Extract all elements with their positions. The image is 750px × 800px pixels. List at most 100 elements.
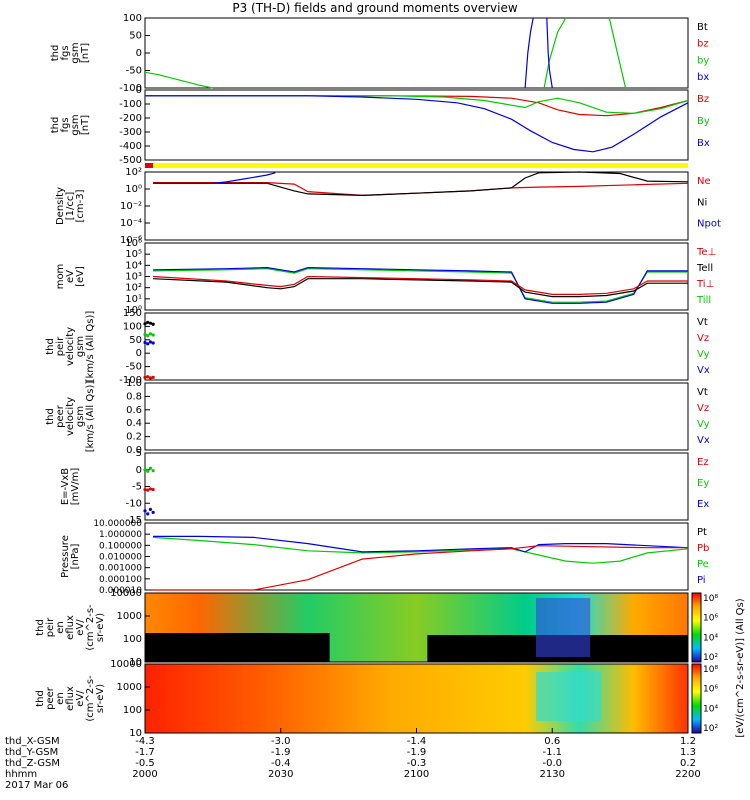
ylabel-line: thd <box>35 690 46 707</box>
xaxis-value: -1.9 <box>407 747 427 758</box>
series-Te⊥ <box>153 275 688 295</box>
ylabel-line: peir <box>55 336 66 356</box>
tick-label: 10000 <box>110 588 142 599</box>
data-point <box>143 468 147 472</box>
tick-label: 0 <box>136 85 142 96</box>
tick-label: 1000 <box>117 611 142 622</box>
xaxis-value: 2200 <box>675 769 700 780</box>
tick-label: 10000 <box>110 659 142 670</box>
panel-density <box>144 171 689 241</box>
ylabel-line: peer <box>45 686 56 710</box>
ylabel-line: thd <box>45 408 56 425</box>
tick-label: -10 <box>126 498 142 509</box>
tick-label: 1000 <box>117 682 142 693</box>
xaxis-value: 2000 <box>132 769 157 780</box>
series-Npot <box>212 172 276 184</box>
panel-peer_eflux <box>144 663 689 734</box>
series-Ni <box>153 171 689 197</box>
legend-entry: Tell <box>696 263 713 274</box>
ylabel-line: gsm <box>70 114 81 135</box>
axis-label: thd fgs gsm [nT] <box>50 42 91 63</box>
data-point <box>143 332 147 337</box>
colorbar-tick: 10² <box>703 653 718 663</box>
ylabel-line: [nT] <box>80 43 91 63</box>
tick-label: 150 <box>123 308 142 319</box>
tick-label: 10² <box>125 283 142 294</box>
legend-entry: Ne <box>697 176 711 187</box>
series-by <box>543 17 567 89</box>
data-point <box>151 469 155 473</box>
colorbar-tick: 10⁸ <box>703 665 718 675</box>
ylabel-line: gsm <box>70 42 81 63</box>
tick-label: 0 <box>136 48 142 59</box>
tick-label: 0.6 <box>126 405 142 416</box>
xaxis-value: -1.4 <box>407 736 427 747</box>
axis-label: thd fgs gsm [nT] <box>50 114 91 135</box>
ylabel-line: thd <box>45 338 56 355</box>
ylabel-line: sr-eV) <box>95 613 106 642</box>
xaxis-value: -1.9 <box>271 747 291 758</box>
tick-label: 0.8 <box>126 391 142 402</box>
panel-temperature <box>144 242 689 311</box>
tick-label: -300 <box>119 127 142 138</box>
tick-label: 10³ <box>125 272 142 283</box>
tick-label: 100 <box>123 705 142 716</box>
data-point <box>146 334 150 338</box>
panel-peer_velocity <box>144 382 689 451</box>
tick-label: 100 <box>123 13 142 24</box>
legend-entry: Till <box>696 295 711 306</box>
series-Pb <box>153 545 688 591</box>
ylabel-line: eV/ <box>75 690 86 707</box>
ylabel-line: fgs <box>60 45 71 60</box>
ylabel-line: thd <box>50 117 61 134</box>
tick-label: 5 <box>136 448 142 459</box>
ylabel-line: [eV] <box>75 266 86 287</box>
panel-frame <box>144 592 689 663</box>
panel-frame <box>144 382 689 451</box>
panel-frame <box>144 312 689 381</box>
tick-label: 10 <box>129 728 142 739</box>
ylabel-line: [1/cc] <box>65 192 76 221</box>
legend-entry: Te⊥ <box>696 247 716 258</box>
panel-frame <box>144 452 689 521</box>
xaxis-value: -1.1 <box>542 747 562 758</box>
series-bx <box>524 17 534 89</box>
data-point <box>151 333 155 337</box>
legend-entry: Ex <box>697 499 709 510</box>
ylabel-line: [nT] <box>80 115 91 135</box>
tick-label: -100 <box>119 83 142 94</box>
tick-label: 10.000000 <box>93 519 142 529</box>
tick-label: 100 <box>123 634 142 645</box>
panel-fgs_gsm <box>144 89 689 161</box>
tick-label: -15 <box>126 515 142 526</box>
ylabel-line: peir <box>45 617 56 637</box>
series-by <box>144 71 214 89</box>
tick-label: 10⁻² <box>120 201 142 212</box>
data-point <box>143 509 147 513</box>
tick-label: 100 <box>123 321 142 332</box>
data-point <box>151 341 155 345</box>
spectrogram-band <box>535 672 602 721</box>
mode-bar <box>153 163 688 168</box>
spectrogram-band <box>145 633 330 662</box>
legend-entry: Ti⊥ <box>696 279 714 290</box>
colorbar-tick: 10⁴ <box>703 633 718 643</box>
tick-label: 10¹ <box>125 294 142 305</box>
series-by <box>608 17 627 89</box>
axis-label: mom eV [eV] <box>55 264 86 290</box>
tick-label: 10⁴ <box>125 260 142 271</box>
colorbar-tick: 10⁸ <box>703 594 718 604</box>
data-point <box>143 322 147 326</box>
ylabel-line: [mV/m] <box>70 468 81 506</box>
data-point <box>143 340 147 345</box>
legend-entry: Ni <box>697 197 707 208</box>
panel-frame <box>144 89 689 161</box>
data-point <box>148 332 153 336</box>
ylabel-line: velocity <box>65 327 76 366</box>
ylabel-line: (cm^2-s- <box>85 604 96 651</box>
tick-label: 10 <box>129 657 142 668</box>
colorbar-label: [eV/(cm^2-s-sr-eV)] (All Qs) <box>735 598 746 737</box>
tick-label: 0.010000 <box>99 553 142 563</box>
ylabel-line: en <box>55 621 66 634</box>
